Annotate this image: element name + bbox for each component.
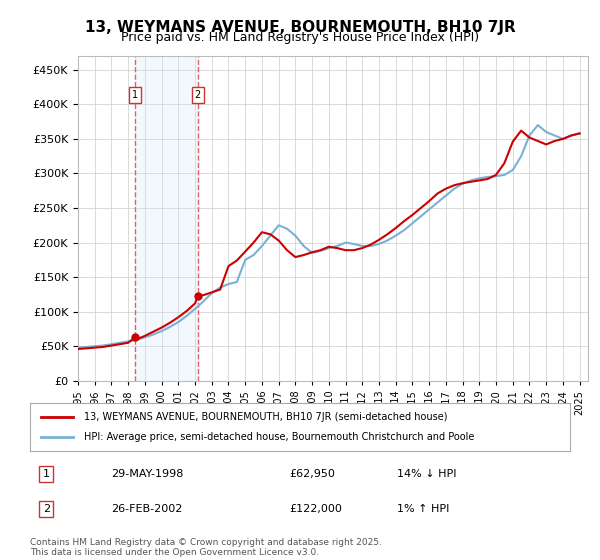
Text: 29-MAY-1998: 29-MAY-1998 — [111, 469, 184, 479]
Text: Price paid vs. HM Land Registry's House Price Index (HPI): Price paid vs. HM Land Registry's House … — [121, 31, 479, 44]
Text: 1: 1 — [43, 469, 50, 479]
Text: 26-FEB-2002: 26-FEB-2002 — [111, 504, 182, 514]
Text: HPI: Average price, semi-detached house, Bournemouth Christchurch and Poole: HPI: Average price, semi-detached house,… — [84, 432, 475, 442]
Text: 13, WEYMANS AVENUE, BOURNEMOUTH, BH10 7JR: 13, WEYMANS AVENUE, BOURNEMOUTH, BH10 7J… — [85, 20, 515, 35]
Text: 2: 2 — [194, 90, 200, 100]
Text: 2: 2 — [43, 504, 50, 514]
Text: 1% ↑ HPI: 1% ↑ HPI — [397, 504, 449, 514]
Text: 1: 1 — [132, 90, 138, 100]
Text: £62,950: £62,950 — [289, 469, 335, 479]
Text: £122,000: £122,000 — [289, 504, 342, 514]
Bar — [135, 56, 197, 381]
Text: Contains HM Land Registry data © Crown copyright and database right 2025.
This d: Contains HM Land Registry data © Crown c… — [30, 538, 382, 557]
Text: 13, WEYMANS AVENUE, BOURNEMOUTH, BH10 7JR (semi-detached house): 13, WEYMANS AVENUE, BOURNEMOUTH, BH10 7J… — [84, 412, 448, 422]
Text: 14% ↓ HPI: 14% ↓ HPI — [397, 469, 457, 479]
